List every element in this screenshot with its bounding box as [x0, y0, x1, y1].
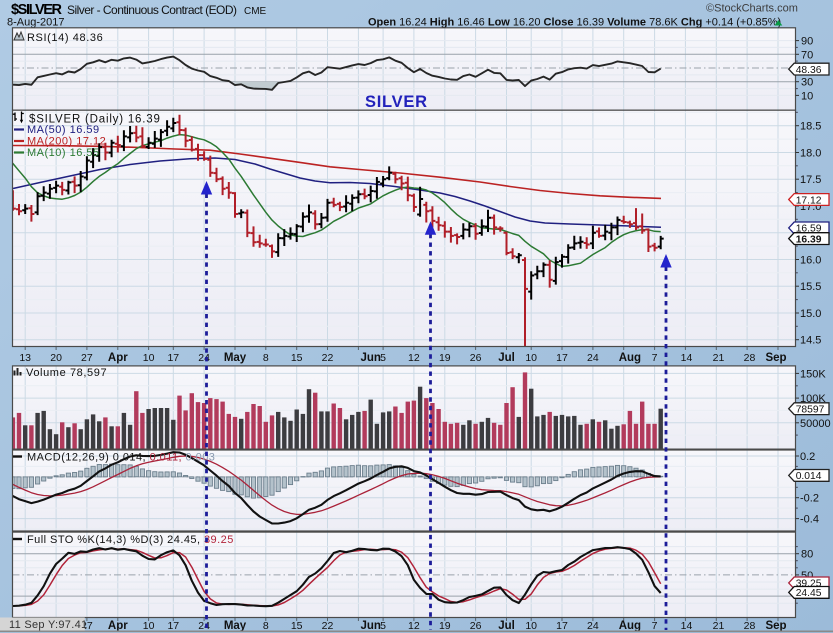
svg-text:24: 24: [587, 620, 599, 632]
svg-text:-0.2: -0.2: [800, 493, 819, 505]
svg-text:21: 21: [713, 352, 725, 364]
svg-text:15.5: 15.5: [800, 281, 821, 293]
svg-text:10: 10: [525, 620, 537, 632]
svg-text:28: 28: [744, 620, 756, 632]
svg-text:Sep: Sep: [765, 352, 786, 364]
svg-text:100K: 100K: [800, 393, 826, 405]
svg-text:150K: 150K: [800, 368, 826, 380]
svg-text:39.25: 39.25: [796, 579, 822, 590]
svg-text:18.5: 18.5: [800, 121, 821, 133]
svg-text:26: 26: [470, 352, 482, 364]
svg-text:17.12: 17.12: [796, 195, 822, 206]
svg-text:May: May: [224, 620, 247, 632]
svg-text:19: 19: [439, 352, 451, 364]
svg-text:70: 70: [801, 49, 813, 61]
svg-text:16.0: 16.0: [800, 255, 821, 267]
svg-text:30: 30: [801, 77, 813, 89]
svg-text:$SILVER: $SILVER: [11, 2, 63, 18]
svg-text:Open 16.24 High 16.46 Low 16.2: Open 16.24 High 16.46 Low 16.20 Close 16…: [368, 17, 781, 29]
svg-text:7: 7: [652, 620, 658, 632]
svg-text:Aug: Aug: [619, 620, 641, 632]
svg-text:Jul: Jul: [498, 620, 515, 632]
svg-text:Full STO %K(14,3) %D(3) 24.45,: Full STO %K(14,3) %D(3) 24.45, 39.25: [27, 534, 234, 546]
svg-text:12: 12: [408, 620, 420, 632]
svg-text:17: 17: [556, 620, 568, 632]
svg-text:50000: 50000: [800, 418, 831, 430]
svg-text:12: 12: [408, 352, 420, 364]
svg-text:19: 19: [439, 620, 451, 632]
svg-text:10: 10: [143, 352, 155, 364]
svg-text:24: 24: [198, 620, 210, 632]
svg-text:May: May: [224, 352, 247, 364]
svg-text:8: 8: [263, 352, 269, 364]
svg-text:11 Sep Y:97.41: 11 Sep Y:97.41: [9, 619, 87, 631]
svg-text:90: 90: [801, 36, 813, 48]
svg-text:Sep: Sep: [765, 620, 786, 632]
svg-text:15: 15: [291, 352, 303, 364]
svg-text:13: 13: [19, 352, 31, 364]
svg-text:48.36: 48.36: [796, 65, 822, 76]
svg-text:8: 8: [263, 620, 269, 632]
svg-text:Aug: Aug: [619, 352, 641, 364]
svg-text:MA(50) 16.59: MA(50) 16.59: [27, 124, 100, 136]
svg-text:14: 14: [681, 620, 693, 632]
svg-text:18.0: 18.0: [800, 148, 821, 160]
svg-text:Jun: Jun: [360, 352, 380, 364]
svg-text:26: 26: [470, 620, 482, 632]
svg-text:10: 10: [143, 620, 155, 632]
svg-text:10: 10: [525, 352, 537, 364]
svg-text:MACD(12,26,9) 0.014, 0.011, 0.: MACD(12,26,9) 0.014, 0.011, 0.003: [27, 452, 215, 464]
svg-text:MA(10) 16.55: MA(10) 16.55: [27, 147, 100, 159]
svg-text:24: 24: [198, 352, 210, 364]
svg-text:SILVER: SILVER: [365, 93, 427, 111]
svg-text:0.014: 0.014: [796, 471, 822, 482]
svg-text:21: 21: [713, 620, 725, 632]
svg-text:Volume 78,597: Volume 78,597: [26, 367, 107, 379]
svg-text:24.45: 24.45: [796, 588, 822, 599]
svg-text:16.59: 16.59: [796, 224, 822, 235]
svg-text:80: 80: [801, 549, 813, 561]
svg-text:14: 14: [681, 352, 693, 364]
svg-text:5: 5: [380, 620, 386, 632]
svg-text:24: 24: [587, 352, 599, 364]
svg-text:5: 5: [380, 352, 386, 364]
svg-text:14.5: 14.5: [800, 335, 821, 347]
svg-text:22: 22: [322, 352, 334, 364]
svg-text:20: 20: [50, 352, 62, 364]
svg-text:7: 7: [652, 352, 658, 364]
svg-text:16.39: 16.39: [796, 234, 822, 245]
svg-text:27: 27: [81, 352, 93, 364]
svg-text:MA(200) 17.12: MA(200) 17.12: [27, 136, 106, 148]
svg-text:17: 17: [167, 352, 179, 364]
svg-text:17.5: 17.5: [800, 174, 821, 186]
svg-text:15.0: 15.0: [800, 308, 821, 320]
svg-text:22: 22: [322, 620, 334, 632]
svg-text:RSI(14) 48.36: RSI(14) 48.36: [27, 32, 103, 44]
svg-text:78597: 78597: [796, 405, 825, 416]
svg-text:Jul: Jul: [498, 352, 515, 364]
svg-text:Jun: Jun: [360, 620, 380, 632]
svg-text:28: 28: [744, 352, 756, 364]
svg-text:Apr: Apr: [108, 352, 128, 364]
svg-text:Apr: Apr: [108, 620, 128, 632]
svg-text:27: 27: [81, 620, 93, 632]
svg-text:17: 17: [167, 620, 179, 632]
svg-text:17: 17: [556, 352, 568, 364]
svg-text:©StockCharts.com: ©StockCharts.com: [706, 3, 798, 15]
svg-text:CME: CME: [244, 6, 267, 17]
svg-text:-0.4: -0.4: [800, 514, 819, 526]
svg-text:8-Aug-2017: 8-Aug-2017: [7, 17, 65, 29]
svg-text:10: 10: [801, 90, 813, 102]
svg-text:Silver - Continuous Contract (: Silver - Continuous Contract (EOD): [67, 3, 237, 17]
svg-text:$SILVER (Daily) 16.39: $SILVER (Daily) 16.39: [29, 114, 161, 126]
svg-text:0.2: 0.2: [800, 451, 815, 463]
svg-text:15: 15: [291, 620, 303, 632]
